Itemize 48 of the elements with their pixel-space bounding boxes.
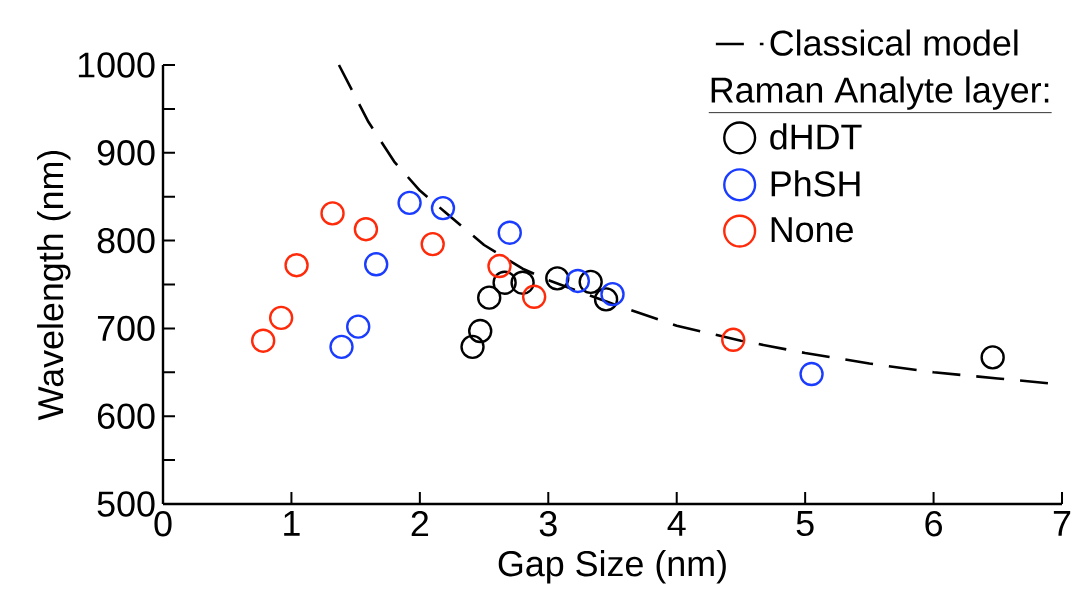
y-axis-title: Wavelength (nm) xyxy=(37,150,71,421)
point xyxy=(600,281,625,307)
point xyxy=(565,268,591,294)
x-tick-label: 3 xyxy=(539,511,557,537)
point xyxy=(980,345,1005,370)
point xyxy=(545,266,570,291)
point xyxy=(468,318,493,344)
point xyxy=(420,231,445,257)
point xyxy=(397,190,422,216)
point xyxy=(353,216,379,242)
x-tick-label: 0 xyxy=(154,511,172,537)
y-tick-label: 1000 xyxy=(78,52,155,78)
point xyxy=(460,334,485,360)
legend-label: PhSH xyxy=(771,170,860,197)
point xyxy=(497,220,522,245)
x-tick-label: 2 xyxy=(411,511,429,537)
y-tick-label: 800 xyxy=(97,227,155,254)
y-tick-label: 600 xyxy=(97,403,155,429)
point xyxy=(320,201,345,226)
legend-label: None xyxy=(771,217,853,243)
point xyxy=(510,270,535,295)
point xyxy=(430,195,456,221)
x-axis-title: Gap Size (nm) xyxy=(498,550,726,584)
point xyxy=(250,328,276,353)
point xyxy=(268,305,294,331)
point xyxy=(521,284,547,309)
y-tick-label: 500 xyxy=(97,491,155,517)
legend-label: Classical model xyxy=(770,29,1018,56)
y-tick-label: 700 xyxy=(97,315,155,342)
point xyxy=(364,252,389,277)
point xyxy=(799,361,824,387)
point xyxy=(346,314,371,339)
point xyxy=(721,327,746,353)
legend-title: Raman Analyte layer: xyxy=(711,76,1049,110)
point xyxy=(492,270,517,295)
point xyxy=(593,287,619,312)
point xyxy=(487,253,512,279)
point xyxy=(329,334,354,360)
point xyxy=(578,269,603,295)
x-tick-label: 7 xyxy=(1053,511,1071,536)
x-tick-label: 1 xyxy=(284,511,300,536)
x-tick-label: 5 xyxy=(796,511,814,537)
point xyxy=(284,252,309,278)
x-tick-label: 6 xyxy=(925,511,942,537)
y-tick-label: 900 xyxy=(97,140,155,166)
legend-label: dHDT xyxy=(770,123,862,150)
point xyxy=(477,285,502,310)
x-tick-label: 4 xyxy=(667,511,686,536)
